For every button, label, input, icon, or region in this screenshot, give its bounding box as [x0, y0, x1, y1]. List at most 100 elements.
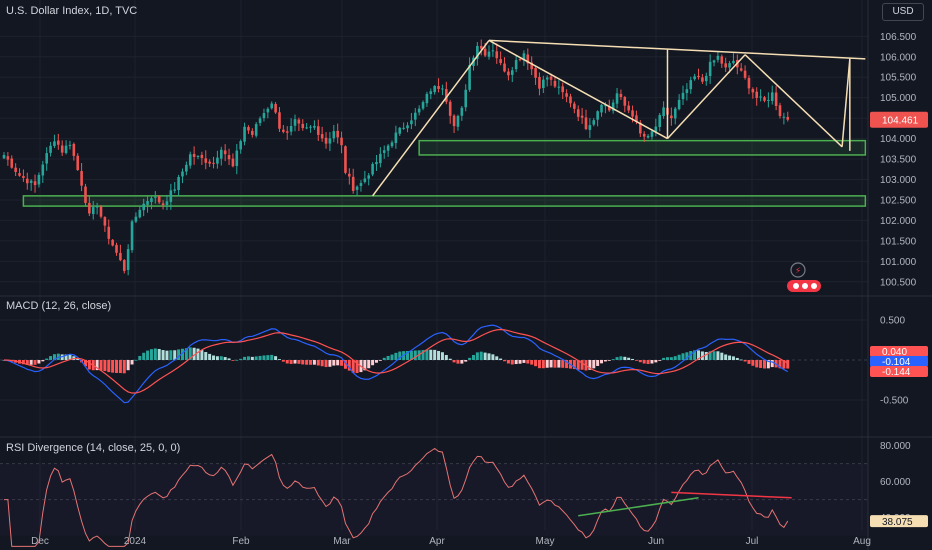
time-tick-label: Dec [31, 536, 49, 547]
macd-histogram-bar [301, 360, 305, 365]
candle-body [115, 244, 118, 253]
candle-body [181, 171, 184, 177]
macd-histogram-bar [650, 360, 654, 364]
macd-histogram-bar [363, 360, 367, 371]
candle-body [495, 51, 499, 59]
macd-histogram-bar [266, 355, 270, 360]
macd-histogram-bar [433, 349, 437, 360]
macd-histogram-bar [64, 354, 68, 360]
candle-body [413, 112, 417, 120]
candle-body [138, 209, 142, 218]
macd-histogram-bar [565, 360, 569, 369]
macd-histogram-bar [173, 350, 177, 360]
alert-icon[interactable] [790, 262, 806, 278]
macd-histogram-bar [755, 360, 759, 368]
rsi-bullish-trendline [578, 497, 699, 517]
candle-body [607, 106, 611, 111]
macd-histogram-bar [231, 360, 235, 361]
candle-body [615, 93, 619, 104]
macd-histogram-bar [332, 360, 336, 366]
macd-value-tag [870, 366, 928, 377]
macd-histogram-bar [669, 357, 673, 360]
macd-histogram-bar [169, 350, 173, 360]
candle-body [433, 85, 436, 93]
time-tick-label: Aug [853, 536, 871, 547]
macd-histogram-bar [382, 357, 386, 360]
candle-body [623, 97, 627, 106]
pattern-line [666, 54, 746, 140]
candle-body [670, 115, 673, 119]
candle-body [37, 174, 41, 185]
candle-body [185, 164, 188, 172]
candle-body [549, 76, 553, 80]
macd-histogram-bar [184, 348, 188, 360]
macd-histogram-bar [394, 352, 398, 360]
candle-body [227, 155, 231, 160]
candle-body [262, 113, 266, 119]
candle-body [25, 178, 29, 184]
candle-body [681, 92, 685, 100]
macd-histogram-bar [627, 357, 631, 360]
candle-body [359, 183, 363, 186]
candle-body [204, 158, 208, 163]
macd-histogram-bar [782, 360, 786, 369]
macd-histogram-bar [506, 360, 510, 364]
macd-histogram-bar [235, 359, 239, 361]
price-tick-label: 100.500 [880, 277, 917, 288]
macd-histogram-bar [762, 360, 766, 369]
macd-histogram-bar [277, 359, 281, 360]
candle-body [673, 108, 677, 119]
candle-body [111, 239, 114, 246]
pattern-line [841, 58, 851, 147]
macd-histogram-bar [751, 360, 755, 366]
macd-histogram-bar [340, 360, 344, 366]
chart-icons: ⚡ [787, 262, 821, 292]
candle-body [161, 203, 165, 206]
candle-body [45, 153, 48, 164]
macd-histogram-bar [537, 360, 541, 369]
candle-body [212, 162, 215, 164]
macd-histogram-bar [49, 356, 53, 360]
macd-value-label: 0.040 [882, 347, 907, 358]
candle-body [282, 129, 285, 132]
candle-body [313, 125, 316, 128]
macd-histogram-bar [592, 360, 596, 369]
candle-body [604, 105, 607, 107]
macd-histogram-bar [712, 351, 716, 360]
macd-histogram-bar [638, 360, 642, 363]
macd-histogram-bar [549, 360, 553, 368]
candle-body [84, 186, 87, 203]
macd-histogram-bar [99, 360, 103, 371]
macd-histogram-bar [759, 360, 763, 368]
macd-pane [2, 324, 790, 404]
candle-body [251, 130, 254, 135]
candle-body [177, 176, 180, 191]
macd-histogram-bar [503, 360, 507, 362]
candle-body [95, 206, 99, 208]
candle-body [289, 126, 293, 132]
candle-body [662, 107, 665, 117]
candle-body [6, 156, 10, 160]
macd-tick-label: 0.500 [880, 316, 905, 327]
macd-histogram-bar [309, 360, 313, 365]
macd-histogram-bar [227, 358, 231, 360]
macd-histogram-bar [212, 355, 216, 360]
currency-button[interactable]: USD [882, 3, 924, 21]
macd-histogram-bar [735, 357, 739, 360]
candle-body [375, 162, 378, 165]
macd-histogram-bar [146, 350, 150, 360]
macd-histogram-bar [588, 360, 592, 370]
macd-histogram-bar [553, 360, 557, 368]
candle-body [689, 80, 693, 90]
macd-histogram-bar [619, 356, 623, 360]
rsi-band [0, 463, 868, 536]
macd-histogram-bar [343, 360, 347, 369]
candle-body [126, 249, 130, 270]
candle-body [119, 252, 122, 261]
candle-body [460, 107, 464, 116]
candle-body [192, 153, 196, 157]
macd-histogram-bar [600, 360, 604, 364]
macd-histogram-bar [658, 360, 662, 361]
macd-histogram-bar [177, 349, 181, 360]
